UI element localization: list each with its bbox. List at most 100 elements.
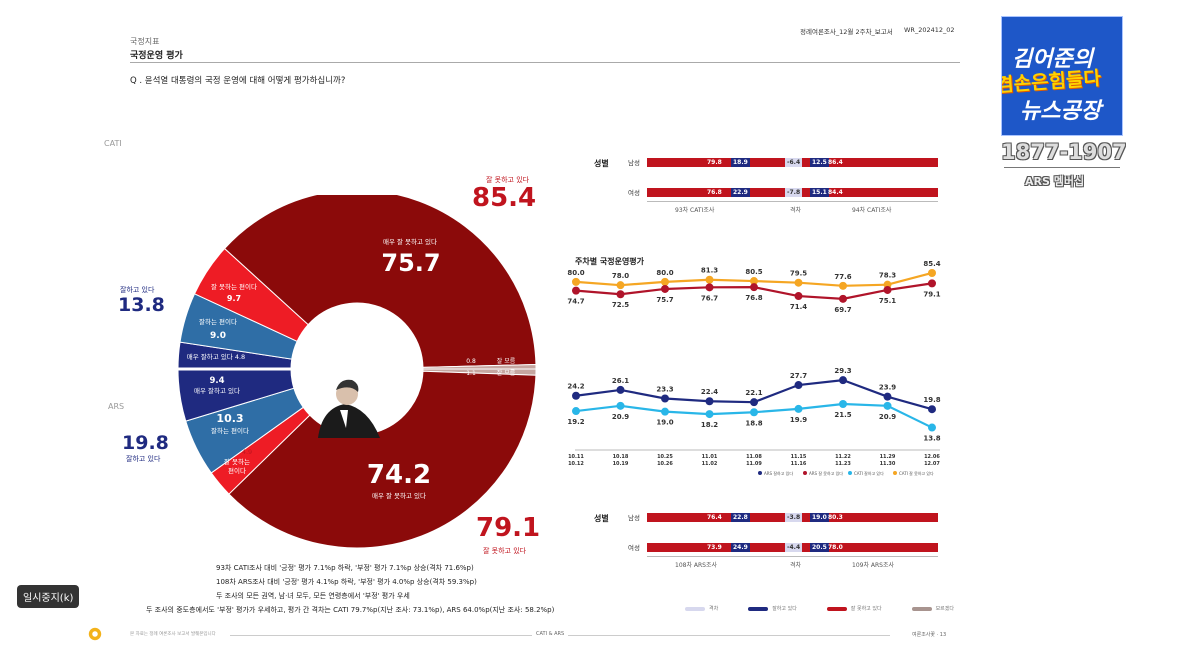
data-point [883,285,892,294]
data-point [794,404,803,413]
summary-line-3: 두 조사의 모든 권역, 남·녀 모두, 모든 연령층에서 '부정' 평가 우세 [216,592,410,600]
x-tick-label: 11.16 [791,461,807,467]
pause-button[interactable]: 일시중지(k) [17,585,80,608]
data-point [572,391,580,400]
data-label: 85.4 [923,260,940,268]
legend-swatch [826,606,847,611]
gender-diff: -3.8 [785,513,803,522]
gender-right-good: 15.1 [810,188,829,197]
cati-some-good-label: 잘하는 편이다 [199,317,237,326]
gender-ars-title: 성별 [594,514,609,523]
data-point [616,401,625,410]
question-text: Q . 윤석열 대통령의 국정 운영에 대해 어떻게 평가하십니까? [130,76,346,86]
gender-right-bad: 78.0 [828,544,843,551]
gender-left-bad: 79.8 [707,159,722,166]
data-point [572,407,580,416]
gender-left-good: 22.8 [731,513,750,522]
bottom-legend-item: 잘 못하고 있다 [826,605,882,612]
cati-some-good-value: 9.0 [210,331,226,341]
legend-swatch [685,606,705,611]
cati-dk-value: 0.8 [466,358,476,365]
x-tick-label: 10.18 [613,454,629,460]
data-label: 78.3 [879,272,896,280]
gender-left-good: 18.9 [731,158,750,167]
data-label: 29.3 [834,367,851,375]
legend-marker [803,471,807,475]
data-point [794,381,803,390]
data-label: 75.7 [656,296,673,304]
cati-some-bad-value: 9.7 [227,294,241,303]
data-label: 72.5 [612,301,629,309]
data-label: 13.8 [923,435,940,443]
ars-dk-label: 잘 모름 [497,369,516,377]
line-chart-title: 주차별 국정운영평가 [575,256,645,266]
data-point [928,405,936,414]
gender-foot-right: 94차 CATI조사 [852,207,892,214]
channel-title-line2: 뉴스공장 [1020,99,1101,124]
ars-very-bad-value: 74.2 [367,460,431,490]
ars-good-label: 잘하고 있다 [126,455,161,463]
data-label: 78.0 [612,272,629,280]
cati-very-bad-label: 매우 잘 못하고 있다 [383,237,437,246]
data-point [794,278,803,287]
x-tick-label: 11.23 [835,461,851,467]
data-label: 21.5 [834,411,851,419]
cati-bad-label: 잘 못하고 있다 [486,176,530,184]
report-code: WR_202412_02 [904,26,955,34]
footer-flower-icon [88,627,102,641]
data-point [928,423,936,432]
x-tick-label: 11.01 [702,454,718,460]
x-tick-label: 10.25 [657,454,673,460]
bottom-legend: 격차 잘하고 있다 잘 못하고 있다 모르겠다 [685,605,954,612]
data-point [705,275,714,284]
data-label: 22.4 [701,388,718,396]
data-label: 20.9 [612,413,629,421]
data-point [705,410,714,419]
footer-center-text: CATI & ARS [532,631,569,637]
ars-label: ARS [108,402,125,411]
x-tick-label: 12.06 [924,454,940,460]
gender-right-good: 12.5 [810,158,829,167]
gender-foot-rule [647,556,938,557]
ars-some-good-label: 잘하는 편이다 [211,426,249,435]
bottom-legend-item: 격차 [685,605,718,612]
channel-sub: ARS 멤버십 [1025,175,1085,188]
gender-row-label: 남성 [628,159,640,167]
data-label: 22.1 [745,389,762,397]
gender-right-good: 20.5 [810,543,829,552]
gender-right-bad: 80.3 [828,514,843,521]
data-label: 19.9 [790,416,807,424]
weekly-approval-line-chart: 주차별 국정운영평가 80.0 78.0 80.0 81.3 80.5 79.5 77.6 78… [567,256,940,476]
gender-row-label: 여성 [628,544,640,552]
gender-foot-mid: 격차 [790,562,802,569]
gender-row-label: 여성 [628,189,640,197]
legend-marker [848,471,852,475]
legend-text: 격차 [709,606,719,612]
channel-phone-rule [1004,167,1120,168]
section-label: 국정지표 [130,37,160,46]
data-label: 19.8 [923,396,940,404]
channel-logo: 김어준의 뉴스공장 겸손은힘들다 [1001,16,1123,136]
data-label: 27.7 [790,372,807,380]
data-label: 81.3 [701,267,718,275]
x-tick-label: 10.19 [613,461,629,467]
data-point [616,385,625,394]
ars-some-good-value: 10.3 [216,412,243,425]
data-label: 80.0 [567,269,584,277]
legend-label: ARS 잘 못하고 있다 [809,470,843,476]
bottom-legend-item: 모르겠다 [911,605,954,612]
data-point [750,398,758,407]
ars-some-bad-label-2: 편이다 [228,466,246,475]
summary-line-1: 93차 CATI조사 대비 '긍정' 평가 7.1%p 하락, '부정' 평가 … [216,564,474,572]
data-label: 69.7 [834,306,851,314]
legend-label: ARS 잘하고 있다 [764,470,793,476]
ars-some-bad-label-1: 잘 못하는 [224,457,250,466]
footer-left-text: 본 자료는 정례 여론조사 보고서 발췌본입니다 [130,632,216,637]
data-point [839,294,847,303]
data-label: 23.3 [656,385,673,393]
data-point [750,277,758,286]
gender-diff: -7.8 [785,188,803,197]
data-label: 75.1 [879,297,896,305]
legend-swatch [748,606,769,611]
gender-right-good: 19.0 [810,513,829,522]
